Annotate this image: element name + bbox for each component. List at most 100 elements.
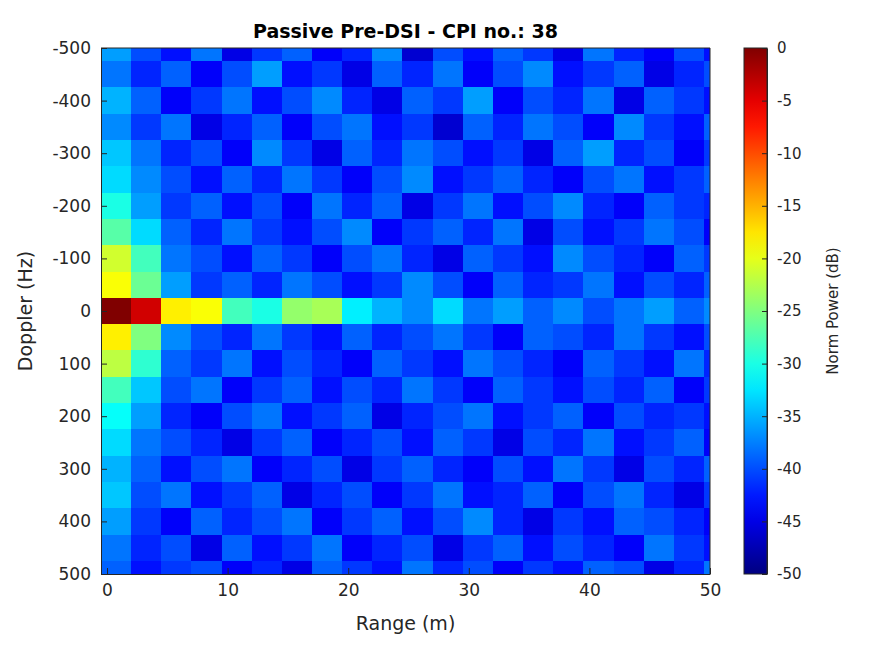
heat-cell [372,48,402,61]
heat-cell [161,140,191,166]
y-tick-mark [101,521,107,522]
heat-cell [342,272,372,298]
heat-cell [161,324,191,350]
heat-cell [583,429,613,455]
colorbar-tick-label: -20 [777,250,802,268]
heat-cell [553,377,583,403]
heat-cell [644,429,674,455]
heat-cell [644,456,674,482]
heat-cell [161,298,191,324]
y-tick-label: -500 [52,38,91,58]
heat-cell [191,114,221,140]
heat-cell [433,403,463,429]
heat-cell [493,377,523,403]
heat-cell [191,561,221,574]
x-tick: 50 [700,568,722,600]
heat-cell [433,561,463,574]
x-tick-label: 30 [458,580,480,600]
colorbar-tick-mark [762,416,767,417]
heat-cell [644,298,674,324]
heat-cell [131,61,161,87]
heat-cell [583,193,613,219]
heat-cell [704,219,710,245]
heat-cell [312,61,342,87]
heat-cell [553,87,583,113]
heat-cell [222,561,252,574]
heat-cell [101,482,131,508]
heat-cell [312,403,342,429]
x-tick-mark [710,568,711,574]
heat-cell [553,324,583,350]
x-tick: 40 [579,568,601,600]
x-tick-mark [228,568,229,574]
heat-cell [583,508,613,534]
heat-cell [433,61,463,87]
heat-cell [463,114,493,140]
heat-cell [433,508,463,534]
heat-cell [704,87,710,113]
heat-cell [704,166,710,192]
colorbar-tick: -35 [762,408,802,426]
heat-cell [433,456,463,482]
heat-cell [583,245,613,271]
heat-cell [282,245,312,271]
heat-cell [312,561,342,574]
heat-cell [493,561,523,574]
heat-cell [614,324,644,350]
heat-cell [131,456,161,482]
heat-cell [523,245,553,271]
y-tick: 0 [80,301,107,321]
y-tick-label: 400 [59,511,91,531]
heat-cell [222,324,252,350]
heat-cell [644,166,674,192]
y-tick-mark [101,101,107,102]
heat-cell [191,429,221,455]
heat-cell [342,535,372,561]
heat-cell [282,61,312,87]
heat-cell [131,377,161,403]
heat-cell [282,429,312,455]
heat-cell [282,140,312,166]
heat-cell [523,403,553,429]
heat-cell [131,219,161,245]
heat-cell [342,508,372,534]
heat-cell [342,114,372,140]
colorbar-tick-mark [762,521,767,522]
heat-cell [644,377,674,403]
heat-cell [372,324,402,350]
y-tick-mark [101,416,107,417]
heat-cell [282,561,312,574]
heat-cell [252,429,282,455]
heat-cell [674,482,704,508]
heat-cell [282,87,312,113]
heat-cell [553,508,583,534]
heat-cell [312,535,342,561]
heat-cell [523,48,553,61]
title: Passive Pre-DSI - CPI no.: 38 [253,20,558,42]
x-tick-mark [589,568,590,574]
heat-cell [674,272,704,298]
heat-cell [282,219,312,245]
heat-cell [553,403,583,429]
heat-cell [191,245,221,271]
heat-cell [372,403,402,429]
heat-cell [312,456,342,482]
heat-cell [222,403,252,429]
heat-cell [523,561,553,574]
heat-cell [614,193,644,219]
heat-cell [252,245,282,271]
heat-cell [161,377,191,403]
heat-cell [252,48,282,61]
heat-cell [433,350,463,376]
x-tick: 0 [102,568,113,600]
heat-cell [704,377,710,403]
heat-cell [101,166,131,192]
heat-cell [583,140,613,166]
heat-cell [433,272,463,298]
heat-cell [433,193,463,219]
heat-cell [523,219,553,245]
heat-cell [704,140,710,166]
y-tick-mark [101,364,107,365]
heat-cell [433,87,463,113]
heat-cell [372,535,402,561]
